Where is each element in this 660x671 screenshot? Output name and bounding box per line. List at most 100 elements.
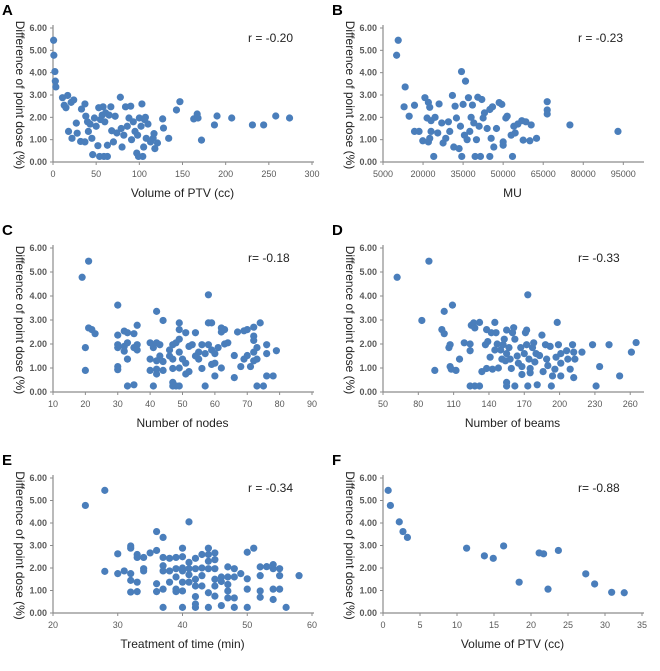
data-point bbox=[419, 137, 427, 145]
scatter-panel-c: Cr= -0.18 0.00 1.00 2.00 3.00 4.00 5.00 6.00 10 2… bbox=[2, 222, 317, 430]
data-point bbox=[452, 114, 461, 122]
panel-label: B bbox=[332, 2, 343, 19]
data-point bbox=[520, 350, 528, 358]
data-point bbox=[81, 366, 89, 374]
x-tick-label: 30 bbox=[113, 620, 123, 630]
correlation-label: r= -0.18 bbox=[248, 251, 290, 265]
data-point bbox=[230, 573, 238, 581]
y-tick-label: 1.00 bbox=[359, 135, 377, 145]
data-point bbox=[141, 113, 149, 121]
data-point bbox=[243, 585, 251, 593]
data-point bbox=[250, 323, 258, 331]
data-point bbox=[488, 365, 497, 373]
data-point bbox=[544, 585, 552, 593]
data-point bbox=[149, 382, 157, 390]
y-tick-label: 4.00 bbox=[29, 518, 47, 528]
data-point bbox=[178, 587, 187, 595]
x-tick-label: 20 bbox=[48, 620, 58, 630]
data-point bbox=[84, 127, 92, 136]
data-point bbox=[88, 134, 96, 142]
y-axis-label: Difference of point dose (%) bbox=[343, 246, 357, 395]
data-point bbox=[493, 340, 501, 348]
data-point bbox=[490, 143, 498, 151]
data-point bbox=[458, 152, 466, 161]
data-point bbox=[139, 152, 147, 161]
data-point bbox=[570, 374, 578, 382]
data-point bbox=[159, 553, 167, 562]
data-point bbox=[144, 120, 152, 128]
data-point bbox=[508, 152, 517, 161]
x-tick-label: 20000 bbox=[411, 169, 436, 179]
data-point bbox=[592, 382, 600, 390]
x-tick-label: 70 bbox=[242, 399, 252, 409]
y-tick-label: 3.00 bbox=[29, 315, 47, 325]
data-point bbox=[89, 151, 97, 159]
data-point bbox=[608, 588, 616, 596]
data-point bbox=[73, 129, 81, 137]
data-point bbox=[99, 103, 107, 111]
y-tick-label: 5.00 bbox=[359, 267, 377, 277]
data-point bbox=[243, 575, 251, 583]
x-axis-label: Number of nodes bbox=[136, 416, 228, 430]
x-tick-label: 230 bbox=[587, 399, 602, 409]
data-point bbox=[511, 382, 519, 390]
data-point bbox=[393, 273, 401, 281]
data-point bbox=[446, 127, 454, 136]
data-point bbox=[499, 141, 507, 149]
panel-label: E bbox=[2, 452, 12, 469]
x-axis-label: MU bbox=[503, 186, 522, 200]
data-point bbox=[134, 131, 142, 139]
data-point bbox=[543, 110, 551, 118]
data-point bbox=[213, 112, 221, 120]
x-tick-label: 110 bbox=[446, 399, 460, 409]
data-point bbox=[109, 138, 118, 146]
y-tick-label: 4.00 bbox=[359, 68, 377, 78]
data-point bbox=[159, 567, 167, 575]
data-point bbox=[430, 152, 438, 161]
data-point bbox=[197, 136, 206, 144]
data-point bbox=[150, 130, 158, 138]
data-point bbox=[217, 601, 225, 610]
data-point bbox=[568, 341, 577, 349]
data-point bbox=[101, 118, 109, 126]
y-tick-label: 0.00 bbox=[29, 608, 47, 618]
data-point bbox=[153, 588, 161, 596]
data-point bbox=[114, 331, 122, 339]
y-axis-label: Difference of point dose (%) bbox=[13, 246, 27, 395]
data-point bbox=[159, 115, 167, 123]
data-point bbox=[551, 365, 559, 373]
data-point bbox=[487, 134, 495, 142]
data-point bbox=[253, 344, 261, 352]
data-point bbox=[86, 120, 94, 128]
data-point bbox=[543, 355, 551, 363]
data-point bbox=[431, 113, 439, 121]
data-point bbox=[503, 326, 511, 334]
data-point bbox=[276, 585, 284, 593]
y-tick-label: 1.00 bbox=[359, 586, 377, 596]
data-point bbox=[133, 588, 141, 596]
data-point bbox=[51, 67, 59, 76]
x-tick-label: 150 bbox=[175, 169, 190, 179]
y-tick-label: 6.00 bbox=[29, 23, 47, 33]
data-point bbox=[237, 570, 245, 578]
data-point bbox=[114, 570, 122, 578]
data-point bbox=[460, 339, 468, 347]
data-point bbox=[198, 572, 206, 580]
data-point bbox=[211, 575, 219, 583]
data-point bbox=[118, 143, 126, 151]
data-point bbox=[405, 112, 413, 120]
data-point bbox=[403, 533, 412, 541]
data-point bbox=[620, 589, 628, 597]
data-point bbox=[133, 341, 141, 349]
panel-label: A bbox=[2, 2, 13, 19]
data-point bbox=[178, 553, 187, 561]
data-point bbox=[427, 127, 435, 136]
y-tick-label: 1.00 bbox=[29, 363, 47, 373]
data-point bbox=[114, 366, 122, 374]
x-tick-label: 25 bbox=[563, 620, 573, 630]
data-point bbox=[113, 129, 121, 137]
data-point bbox=[578, 348, 586, 356]
data-point bbox=[224, 339, 232, 347]
data-point bbox=[486, 353, 494, 361]
data-point bbox=[393, 51, 401, 59]
